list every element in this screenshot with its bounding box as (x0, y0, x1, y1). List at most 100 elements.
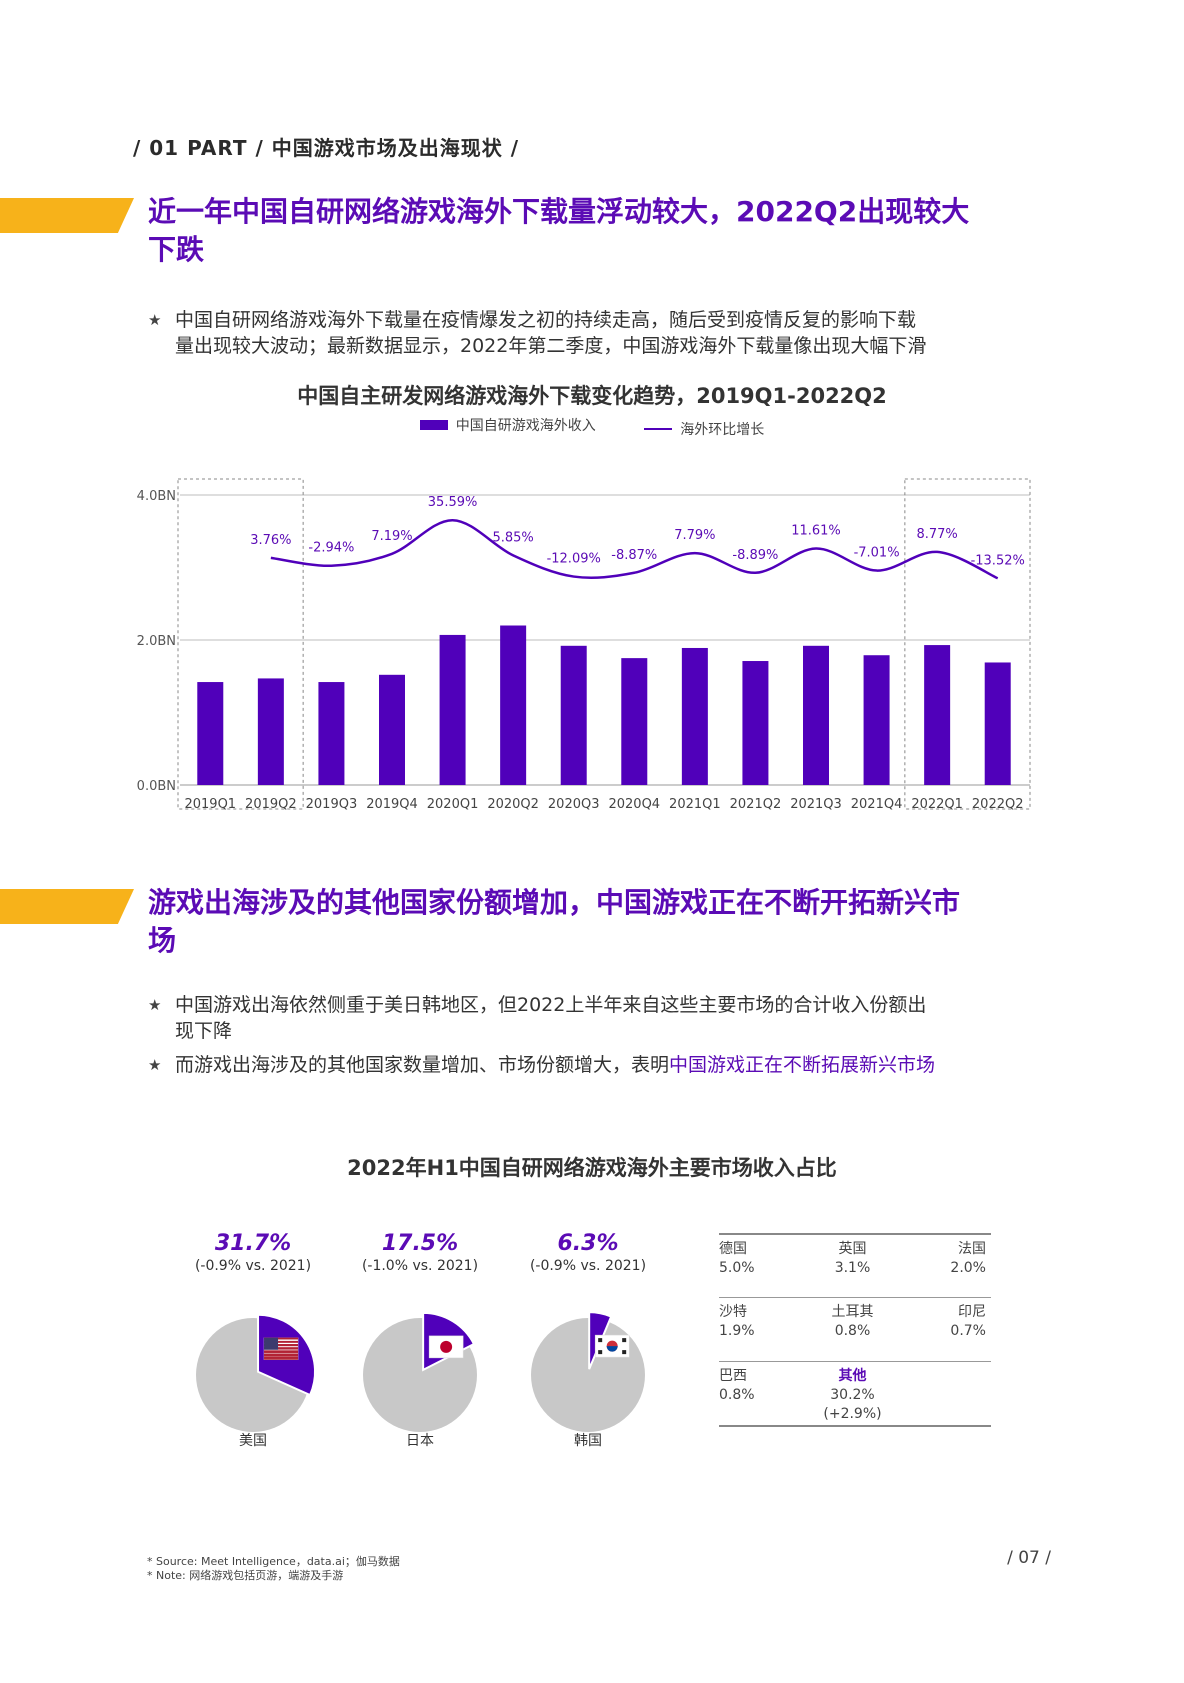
table-cell: 巴西 0.8% (719, 1367, 808, 1415)
bar (803, 645, 829, 785)
korea-flag-icon (594, 1334, 630, 1358)
pie-market-label: 韩国 (574, 1433, 602, 1449)
legend-item-bars: 中国自研游戏海外收入 (419, 415, 596, 435)
bar (257, 678, 284, 785)
market-value: 0.8% (719, 1387, 755, 1403)
table-cell: 德国 5.0% (719, 1240, 808, 1287)
section-title-line: 场 (148, 924, 177, 957)
table-cell: 法国 2.0% (897, 1240, 991, 1287)
bar (742, 661, 769, 785)
market-name: 印尼 (958, 1304, 986, 1320)
line-data-label: 5.85% (492, 530, 533, 545)
pie-delta: (-0.9% vs. 2021) (194, 1258, 312, 1274)
bar (984, 662, 1011, 785)
pie-header-korea: 6.3% (-0.9% vs. 2021) (508, 1231, 668, 1274)
market-name: 英国 (838, 1241, 867, 1257)
flag-stripe (264, 1341, 299, 1343)
japan-flag-icon (428, 1335, 464, 1359)
pie-percent: 17.5% (381, 1231, 459, 1256)
bullet-text-line: 量出现较大波动；最新数据显示，2022年第二季度，中国游戏海外下载量像出现大幅下… (175, 335, 927, 357)
legend-line-swatch (644, 428, 673, 430)
x-tick-label: 2019Q2 (245, 797, 297, 812)
section-title: 近一年中国自研网络游戏海外下载量浮动较大，2022Q2出现较大 下跌 (148, 193, 1048, 269)
line-data-label: -12.09% (547, 552, 601, 567)
x-tick-label: 2021Q3 (790, 797, 842, 812)
chart-title: 2022年H1中国自研网络游戏海外主要市场收入占比 (347, 1156, 837, 1180)
market-value: 30.2%(+2.9%) (823, 1387, 882, 1422)
bullet-point: ★ 而游戏出海涉及的其他国家数量增加、市场份额增大，表明中国游戏正在不断拓展新兴… (148, 1052, 1058, 1078)
line-data-label: 3.76% (250, 533, 291, 548)
line-data-label: 8.77% (916, 527, 957, 542)
page-number: / 07 / (1007, 1548, 1051, 1568)
bullet-text-line: 现下降 (175, 1020, 233, 1042)
line-data-label: -7.01% (854, 546, 900, 561)
table-cell: 英国 3.1% (808, 1240, 897, 1287)
line-data-label: 7.79% (674, 528, 715, 543)
footnote: * Note: 网络游戏包括页游，端游及手游 (147, 1569, 344, 1582)
line-data-label: -2.94% (308, 541, 354, 556)
bullet-point: ★ 中国自研网络游戏海外下载量在疫情爆发之初的持续走高，随后受到疫情反复的影响下… (148, 307, 1058, 359)
bar (681, 647, 708, 785)
highlight-box (177, 478, 304, 810)
section-title-line: 下跌 (148, 233, 205, 266)
market-value: 1.9% (719, 1323, 755, 1339)
section-title-line: 游戏出海涉及的其他国家份额增加，中国游戏正在不断开拓新兴市 (148, 886, 961, 919)
bullet-text: 而游戏出海涉及的其他国家数量增加、市场份额增大，表明 (175, 1054, 670, 1076)
legend-label: 中国自研游戏海外收入 (455, 418, 596, 434)
x-tick-label: 2020Q2 (487, 797, 539, 812)
legend-bar-swatch (419, 420, 448, 430)
star-icon: ★ (148, 311, 162, 329)
line-data-label: 11.61% (791, 524, 841, 539)
flag-stripe (264, 1356, 299, 1359)
chart-title: 中国自主研发网络游戏海外下载变化趋势，2019Q1-2022Q2 (297, 384, 887, 408)
y-tick-label: 0.0BN (137, 779, 176, 794)
legend-label: 海外环比增长 (680, 422, 765, 438)
market-name: 巴西 (719, 1368, 747, 1384)
legend-item-line: 海外环比增长 (644, 419, 764, 439)
bar (924, 645, 951, 785)
line-data-label: 7.19% (371, 529, 412, 544)
market-name: 其他 (838, 1368, 867, 1384)
pie-header-japan: 17.5% (-1.0% vs. 2021) (340, 1231, 500, 1274)
table-row: 德国 5.0% 英国 3.1% 法国 2.0% (719, 1233, 991, 1297)
flag-stripe (264, 1347, 299, 1350)
bar (439, 634, 466, 785)
flag-canton (264, 1337, 279, 1350)
source-note: * Source: Meet Intelligence，data.ai；伽马数据 (147, 1555, 400, 1568)
pie-percent: 31.7% (214, 1231, 292, 1256)
table-cell: 土耳其 0.8% (808, 1303, 897, 1351)
bar-line-chart: 0.0BN 2.0BN 4.0BN 2019Q1 2019Q2 2019Q3 2019Q4 2… (137, 478, 1031, 812)
section-title-line: 近一年中国自研网络游戏海外下载量浮动较大，2022Q2出现较大 (148, 195, 970, 228)
y-tick-label: 4.0BN (137, 489, 176, 504)
flag-stripe (264, 1344, 299, 1347)
market-value: 5.0% (719, 1260, 755, 1276)
bullet-point: ★ 中国游戏出海依然侧重于美日韩地区，但2022上半年来自这些主要市场的合计收入… (148, 992, 1058, 1044)
table-cell: 印尼 0.7% (897, 1303, 991, 1351)
pie-delta: (-0.9% vs. 2021) (529, 1258, 647, 1274)
section-accent-bar (0, 198, 134, 233)
table-cell: 其他 30.2%(+2.9%) (808, 1367, 897, 1422)
bar (379, 674, 405, 785)
x-tick-label: 2020Q1 (427, 797, 479, 812)
market-share-table: 德国 5.0% 英国 3.1% 法国 2.0% 沙特 1.9% 土耳其 0.8% 印尼 0.… (719, 1233, 991, 1427)
star-icon: ★ (148, 996, 162, 1014)
market-value: 3.1% (834, 1260, 871, 1276)
part-header: / 01 PART / 中国游戏市场及出海现状 / (133, 136, 520, 160)
flag-stripe (264, 1358, 299, 1360)
market-value: 0.8% (834, 1323, 871, 1339)
x-tick-label: 2020Q3 (548, 797, 600, 812)
table-row: 沙特 1.9% 土耳其 0.8% 印尼 0.7% (719, 1297, 991, 1361)
table-row: 巴西 0.8% 其他 30.2%(+2.9%) (719, 1361, 991, 1425)
table-cell (897, 1367, 991, 1415)
section-title: 游戏出海涉及的其他国家份额增加，中国游戏正在不断开拓新兴市 场 (148, 884, 1048, 960)
table-bottom-rule (719, 1425, 991, 1427)
market-name: 土耳其 (831, 1304, 874, 1320)
highlight-box (904, 478, 1031, 810)
x-tick-label: 2021Q2 (730, 797, 782, 812)
bullet-highlight: 中国游戏正在不断拓展新兴市场 (669, 1054, 936, 1076)
bar (863, 655, 890, 785)
x-tick-label: 2020Q4 (608, 797, 660, 812)
market-value: 2.0% (950, 1260, 986, 1276)
chart-legend: 中国自研游戏海外收入 海外环比增长 (0, 415, 1184, 439)
line-data-label: -8.89% (732, 548, 778, 563)
